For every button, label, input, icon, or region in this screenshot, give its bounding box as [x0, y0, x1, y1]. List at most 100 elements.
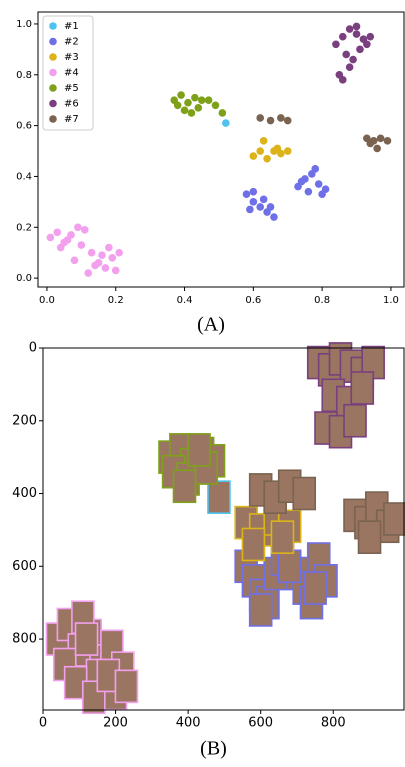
x-tick-label: 1.0 [383, 295, 399, 306]
x-tick-label: 600 [248, 716, 273, 731]
y-tick-label: 0.4 [16, 171, 32, 182]
point [332, 40, 340, 48]
thumbnail [115, 670, 137, 702]
point [260, 137, 268, 145]
x-tick-label: 0.2 [108, 295, 124, 306]
point [339, 76, 347, 84]
thumbnail [76, 623, 98, 655]
point [177, 91, 185, 99]
point [277, 114, 285, 122]
figure: 0.00.20.40.60.81.00.00.20.40.60.81.0(A)#… [0, 0, 405, 767]
thumbnail [304, 572, 326, 604]
point [256, 114, 264, 122]
point [260, 196, 268, 204]
point [250, 188, 258, 196]
y-tick-label: 0.8 [16, 70, 32, 81]
point [318, 190, 326, 198]
point [366, 140, 374, 148]
point [274, 145, 282, 153]
point [74, 223, 82, 231]
point [243, 190, 251, 198]
y-tick-label: 600 [12, 559, 37, 574]
legend-marker [49, 100, 57, 108]
y-tick-label: 200 [12, 413, 37, 428]
point [222, 119, 230, 127]
point [363, 40, 371, 48]
y-tick-label: 0.2 [16, 222, 32, 233]
legend-label: #3 [64, 52, 79, 63]
point [174, 101, 182, 109]
point [88, 249, 96, 257]
legend-label: #6 [64, 99, 79, 110]
point [267, 117, 275, 125]
thumbnail [242, 528, 264, 560]
x-tick-label: 0.6 [245, 295, 261, 306]
point [98, 251, 106, 259]
point [53, 229, 61, 237]
point [47, 234, 55, 242]
x-tick-label: 0.4 [177, 295, 193, 306]
legend-label: #2 [64, 37, 79, 48]
point [71, 257, 79, 265]
legend-marker [49, 38, 57, 46]
point [191, 94, 199, 102]
legend-label: #1 [64, 21, 79, 32]
point [267, 203, 275, 211]
y-tick-label: 0.6 [16, 121, 32, 132]
point [373, 145, 381, 153]
y-tick-label: 800 [12, 632, 37, 647]
point [342, 51, 350, 59]
point [205, 96, 213, 104]
point [349, 56, 357, 64]
point [356, 46, 364, 54]
point [219, 109, 227, 117]
y-tick-label: 1.0 [16, 19, 32, 30]
point [91, 262, 99, 270]
x-tick-label: 200 [103, 716, 128, 731]
point [57, 244, 65, 252]
point [198, 96, 206, 104]
point [194, 104, 202, 112]
thumbnail [173, 470, 195, 502]
thumbnail [384, 503, 405, 535]
point [84, 269, 92, 277]
y-tick-label: 0 [29, 341, 37, 356]
point [305, 188, 313, 196]
legend-marker [49, 115, 57, 123]
point [188, 109, 196, 117]
point [263, 155, 271, 163]
legend-label: #7 [64, 114, 79, 125]
point [78, 241, 86, 249]
thumbnail [271, 521, 293, 553]
point [315, 180, 323, 188]
point [311, 165, 319, 173]
point [284, 117, 292, 125]
point [256, 203, 264, 211]
point [81, 226, 89, 234]
x-tick-label: 800 [321, 716, 346, 731]
point [366, 33, 374, 41]
legend-marker [49, 84, 57, 92]
thumbnail [208, 481, 230, 513]
point [250, 152, 258, 160]
caption: (A) [197, 314, 225, 336]
x-tick-label: 0.0 [39, 295, 55, 306]
point [298, 178, 306, 186]
point [181, 107, 189, 115]
thumbnail [250, 594, 272, 626]
point [250, 198, 258, 206]
point [339, 33, 347, 41]
caption: (B) [200, 738, 227, 760]
point [256, 147, 264, 155]
point [384, 137, 392, 145]
point [346, 63, 354, 71]
point [212, 101, 220, 109]
point [270, 213, 278, 221]
x-tick-label: 400 [176, 716, 201, 731]
legend-label: #4 [64, 68, 79, 79]
point [377, 135, 385, 143]
thumbnail [344, 405, 366, 437]
thumbnail [279, 550, 301, 582]
legend-marker [49, 22, 57, 30]
point [284, 147, 292, 155]
